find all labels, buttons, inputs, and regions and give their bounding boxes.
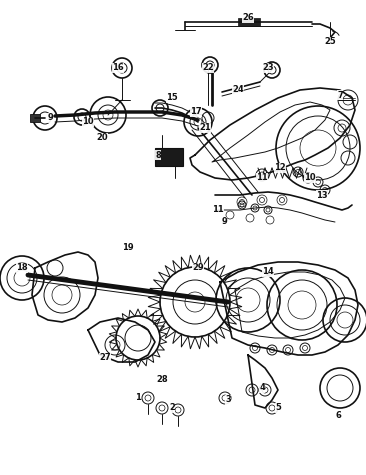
Bar: [238, 18, 260, 26]
Text: 22: 22: [202, 64, 214, 73]
Text: 3: 3: [225, 396, 231, 405]
Text: 6: 6: [335, 410, 341, 419]
Text: 10: 10: [82, 117, 94, 126]
Text: 16: 16: [112, 64, 124, 73]
Text: 24: 24: [232, 86, 244, 95]
Text: 10: 10: [304, 173, 316, 182]
Text: 13: 13: [316, 190, 328, 200]
Text: 7: 7: [337, 91, 343, 99]
Text: 11: 11: [256, 173, 268, 182]
Text: 8: 8: [155, 151, 161, 160]
Text: 17: 17: [190, 107, 202, 116]
Text: 26: 26: [242, 13, 254, 22]
Text: 18: 18: [16, 264, 28, 273]
Text: 25: 25: [324, 38, 336, 47]
Text: 27: 27: [99, 353, 111, 362]
Text: 19: 19: [122, 244, 134, 253]
Text: 14: 14: [262, 267, 274, 276]
Text: 5: 5: [275, 403, 281, 412]
Text: 12: 12: [274, 163, 286, 172]
Text: 1: 1: [135, 393, 141, 402]
Text: 23: 23: [262, 64, 274, 73]
Text: 11: 11: [212, 206, 224, 215]
Text: 9: 9: [47, 114, 53, 123]
Text: 20: 20: [96, 133, 108, 142]
Bar: [30, 114, 40, 122]
Text: 28: 28: [156, 376, 168, 384]
Text: 9: 9: [221, 218, 227, 227]
Text: 15: 15: [166, 94, 178, 103]
Bar: [155, 148, 183, 166]
Text: 4: 4: [259, 383, 265, 392]
Text: 21: 21: [199, 124, 211, 133]
Text: 2: 2: [169, 403, 175, 412]
Text: 29: 29: [192, 264, 204, 273]
